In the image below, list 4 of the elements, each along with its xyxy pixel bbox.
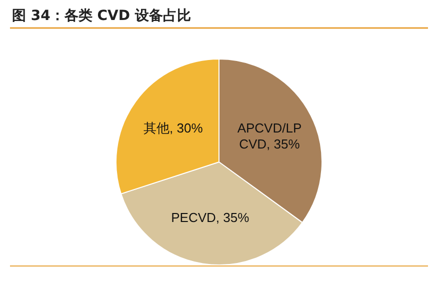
slice-label: APCVD/LPCVD, 35%: [237, 120, 302, 152]
slice-label: PECVD, 35%: [171, 210, 250, 225]
slice-label: 其他, 30%: [144, 120, 204, 136]
chart-title: 图 34：各类 CVD 设备占比: [12, 8, 191, 24]
